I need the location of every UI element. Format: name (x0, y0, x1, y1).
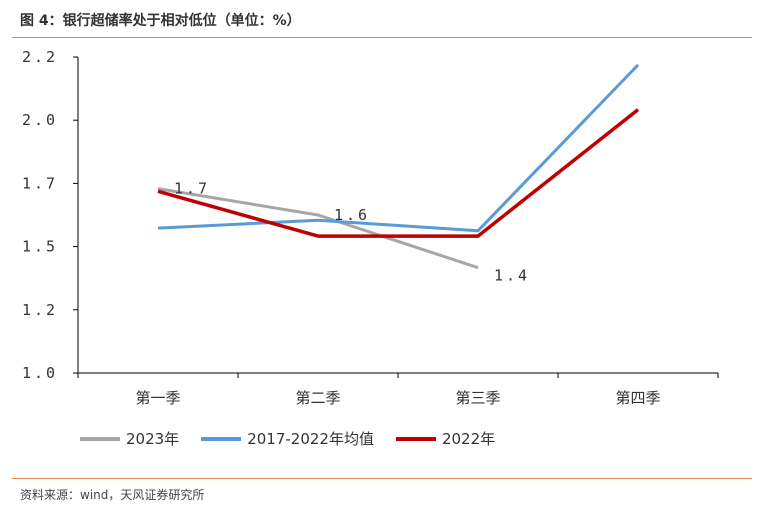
y-tick-label: 2.0 (22, 111, 58, 129)
legend-label-average: 2017-2022年均值 (247, 430, 374, 448)
x-tick-label: 第二季 (295, 389, 340, 407)
data-label-2023: 1.6 (334, 206, 370, 224)
legend-swatch-2023 (80, 436, 120, 441)
source-note: 资料来源：wind，天风证券研究所 (20, 488, 205, 502)
top-rule (12, 37, 752, 38)
y-tick-label: 1.5 (22, 238, 58, 256)
x-tick-label: 第三季 (455, 389, 500, 407)
y-tick-label: 1.0 (22, 364, 58, 382)
series-line-average (157, 63, 640, 233)
y-tick-label: 2.2 (22, 48, 58, 66)
x-tick-label: 第一季 (135, 389, 180, 407)
series-line-2023 (157, 187, 479, 270)
data-label-2023: 1.4 (494, 267, 530, 285)
y-tick-label: 1.2 (22, 301, 58, 319)
line-chart: 1.0 1.2 1.5 1.7 2.0 2.2 第一季 第二季 第三季 第四季 1.7 1.6 1.4 (22, 48, 719, 407)
x-tick-label: 第四季 (615, 389, 660, 407)
legend: 2023年 2017-2022年均值 2022年 (80, 428, 495, 449)
figure-title: 图 4：银行超储率处于相对低位（单位：%） (20, 13, 301, 29)
legend-item-average: 2017-2022年均值 (201, 428, 374, 449)
series-line-2022 (157, 108, 640, 238)
legend-swatch-2022 (395, 436, 436, 441)
legend-item-2023: 2023年 (80, 428, 179, 449)
bottom-rule (12, 478, 752, 479)
legend-label-2023: 2023年 (126, 430, 180, 448)
y-tick-label: 1.7 (22, 174, 58, 192)
legend-label-2022: 2022年 (441, 430, 496, 448)
legend-swatch-average (201, 436, 242, 441)
data-label-2023: 1.7 (174, 180, 210, 198)
legend-item-2022: 2022年 (395, 428, 496, 449)
